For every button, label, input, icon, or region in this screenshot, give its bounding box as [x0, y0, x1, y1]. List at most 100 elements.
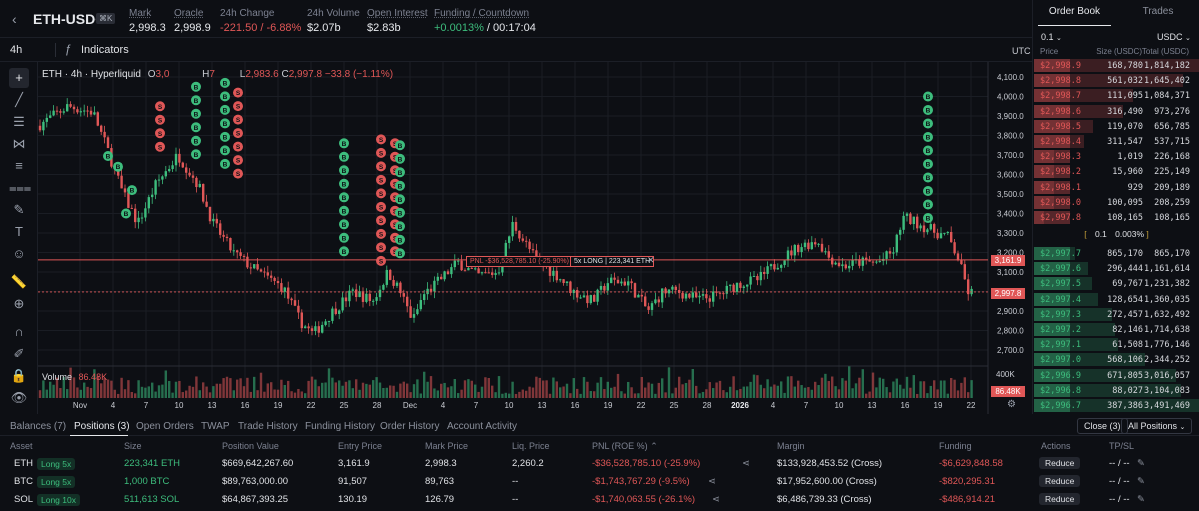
sell-fill-marker[interactable]: [376, 174, 386, 185]
buy-fill-marker[interactable]: [220, 158, 230, 169]
buy-fill-marker[interactable]: [923, 199, 933, 210]
sell-fill-marker[interactable]: [233, 101, 243, 112]
edit-tpsl-icon[interactable]: ✎: [1137, 494, 1145, 505]
buy-fill-marker[interactable]: [191, 149, 201, 160]
sell-fill-marker[interactable]: [376, 201, 386, 212]
sell-fill-marker[interactable]: [376, 134, 386, 145]
horizontal-lines-icon[interactable]: ☰: [13, 114, 25, 129]
buy-fill-marker[interactable]: [339, 165, 349, 176]
buy-fill-marker[interactable]: [923, 118, 933, 129]
buy-fill-marker[interactable]: [103, 150, 113, 161]
stat-label[interactable]: Oracle: [174, 8, 204, 19]
buy-fill-marker[interactable]: [339, 246, 349, 257]
buy-fill-marker[interactable]: [395, 207, 405, 218]
share-icon[interactable]: ⋖: [708, 476, 716, 487]
buy-fill-marker[interactable]: [339, 219, 349, 230]
edit-tpsl-icon[interactable]: ✎: [1137, 458, 1145, 469]
buy-fill-marker[interactable]: [923, 213, 933, 223]
candlestick-chart[interactable]: SSSSBBBBBBBBBBBBBSSSSSSSBBBBBBBBBBBBBSSS…: [38, 62, 1032, 414]
buy-fill-marker[interactable]: [220, 118, 230, 129]
ask-row[interactable]: $2,998.7 111,095 1,084,371: [1033, 88, 1199, 103]
share-icon[interactable]: ⋖: [712, 494, 720, 505]
close-all-button[interactable]: Close (3): [1077, 418, 1128, 434]
sell-fill-marker[interactable]: [155, 141, 165, 152]
chart-settings-icon[interactable]: ⚙: [1007, 399, 1016, 410]
position-size-tag[interactable]: 5x LONG | 223,341 ETH: [570, 256, 655, 267]
bid-row[interactable]: $2,997.0 568,106 2,344,252: [1033, 352, 1199, 367]
buy-fill-marker[interactable]: [339, 205, 349, 216]
currency-select[interactable]: USDC ⌄: [1157, 32, 1191, 42]
buy-fill-marker[interactable]: [395, 221, 405, 232]
buy-fill-marker[interactable]: [395, 234, 405, 245]
buy-fill-marker[interactable]: [220, 104, 230, 115]
tab-account-activity[interactable]: Account Activity: [447, 421, 518, 432]
sell-fill-marker[interactable]: [233, 155, 243, 166]
ask-row[interactable]: $2,998.5 119,070 656,785: [1033, 119, 1199, 134]
sell-fill-marker[interactable]: [233, 114, 243, 125]
buy-fill-marker[interactable]: [923, 159, 933, 169]
symbol-selector[interactable]: ETH-USDC: [33, 11, 106, 27]
bid-row[interactable]: $2,996.8 88,027 3,104,083: [1033, 383, 1199, 398]
brush-icon[interactable]: ✎: [13, 202, 25, 217]
buy-fill-marker[interactable]: [220, 77, 230, 88]
sell-fill-marker[interactable]: [376, 228, 386, 239]
position-asset[interactable]: SOL: [14, 494, 34, 505]
lock-drawing-icon[interactable]: ✐: [13, 346, 25, 361]
tab-trade-history[interactable]: Trade History: [238, 421, 298, 432]
position-row[interactable]: ETH Long 5x 223,341 ETH $669,642,267.60 …: [0, 455, 1199, 472]
buy-fill-marker[interactable]: [191, 81, 201, 92]
buy-fill-marker[interactable]: [220, 131, 230, 142]
buy-fill-marker[interactable]: [339, 192, 349, 203]
ask-row[interactable]: $2,998.2 15,960 225,149: [1033, 164, 1199, 179]
position-asset[interactable]: BTC: [14, 476, 33, 487]
bid-row[interactable]: $2,997.3 272,457 1,632,492: [1033, 307, 1199, 322]
stat-label[interactable]: Mark: [129, 8, 152, 19]
crosshair-icon[interactable]: +: [9, 68, 29, 88]
buy-fill-marker[interactable]: [923, 145, 933, 156]
buy-fill-marker[interactable]: [395, 180, 405, 191]
ask-row[interactable]: $2,998.0 100,095 208,259: [1033, 195, 1199, 210]
sell-fill-marker[interactable]: [155, 128, 165, 139]
ruler-icon[interactable]: 📏: [10, 274, 28, 289]
reduce-button[interactable]: Reduce: [1039, 457, 1081, 469]
lock-icon[interactable]: 🔒: [10, 368, 28, 383]
ask-row[interactable]: $2,998.3 1,019 226,168: [1033, 149, 1199, 164]
sell-fill-marker[interactable]: [233, 141, 243, 152]
sell-fill-marker[interactable]: [376, 161, 386, 172]
bid-row[interactable]: $2,997.2 82,146 1,714,638: [1033, 322, 1199, 337]
buy-fill-marker[interactable]: [191, 135, 201, 146]
buy-fill-marker[interactable]: [395, 194, 405, 205]
fib-icon[interactable]: ≡: [15, 158, 23, 173]
position-filter-select[interactable]: All Positions ⌄: [1121, 418, 1193, 434]
sell-fill-marker[interactable]: [155, 101, 165, 112]
buy-fill-marker[interactable]: [923, 132, 933, 142]
tick-size-select[interactable]: 0.1 ⌄: [1041, 32, 1062, 42]
ask-row[interactable]: $2,998.1 929 209,189: [1033, 180, 1199, 195]
buy-fill-marker[interactable]: [923, 91, 933, 102]
bid-row[interactable]: $2,997.6 296,444 1,161,614: [1033, 261, 1199, 276]
timezone-label[interactable]: UTC: [1012, 46, 1031, 56]
stat-label[interactable]: Open Interest: [367, 8, 428, 19]
tab-twap[interactable]: TWAP: [201, 421, 230, 432]
sell-fill-marker[interactable]: [233, 168, 243, 179]
buy-fill-marker[interactable]: [395, 153, 405, 164]
bid-row[interactable]: $2,996.9 671,805 3,016,057: [1033, 368, 1199, 383]
buy-fill-marker[interactable]: [339, 138, 349, 149]
text-icon[interactable]: T: [15, 224, 23, 239]
emoji-icon[interactable]: ☺: [12, 246, 26, 261]
buy-fill-marker[interactable]: [191, 108, 201, 119]
position-asset[interactable]: ETH: [14, 458, 33, 469]
position-row[interactable]: SOL Long 10x 511,613 SOL $64,867,393.25 …: [0, 491, 1199, 508]
indicators-button[interactable]: Indicators: [81, 44, 129, 56]
buy-fill-marker[interactable]: [395, 140, 405, 151]
bid-row[interactable]: $2,997.1 61,508 1,776,146: [1033, 337, 1199, 352]
tab-trades[interactable]: Trades: [1142, 6, 1174, 17]
sell-fill-marker[interactable]: [376, 242, 386, 253]
magnet-icon[interactable]: ∩: [14, 324, 24, 339]
interval-selector[interactable]: 4h: [10, 44, 23, 56]
tab-balances[interactable]: Balances (7): [10, 421, 67, 432]
tab-order-history[interactable]: Order History: [380, 421, 440, 432]
reduce-button[interactable]: Reduce: [1039, 493, 1081, 505]
buy-fill-marker[interactable]: [220, 145, 230, 156]
